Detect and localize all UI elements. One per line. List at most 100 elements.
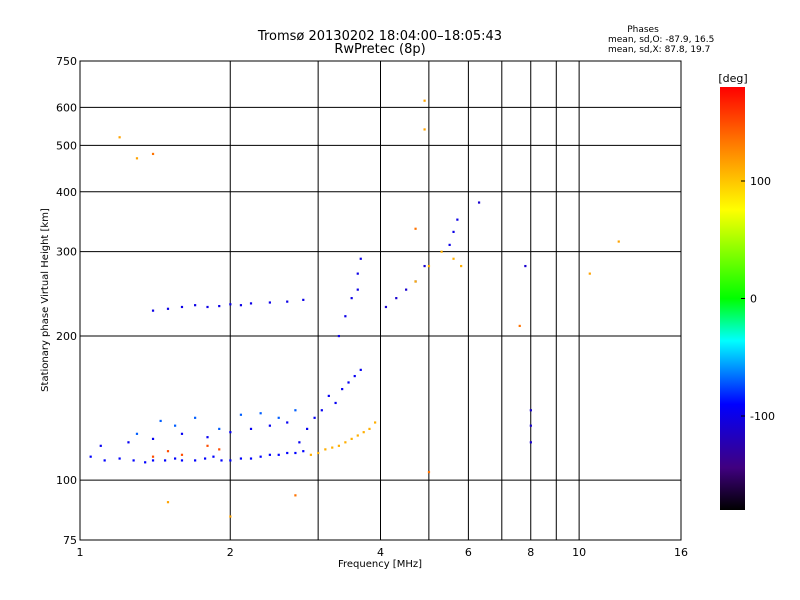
point-9-4 [460,264,463,268]
x-axis-ticks: 1 2 4 6 8 10 16 [77,546,689,559]
point-7-1 [344,315,347,318]
point-0-9 [194,459,197,462]
point-4-8 [249,302,253,305]
colorbar-ticks: 100 0 -100 [741,175,775,423]
point-12-2 [166,501,170,504]
point-9-3 [452,257,455,260]
point-5-1 [306,427,309,431]
colorbar-tick-label-2: -100 [750,410,775,423]
point-8-4 [423,264,426,268]
point-7-4 [356,272,359,275]
point-13-1 [427,470,431,474]
point-4-0 [151,309,155,312]
point-4-9 [268,301,271,304]
point-0-7 [173,457,177,460]
point-0-12 [220,459,223,462]
stats-heading: Phases [627,25,659,35]
point-8-0 [384,305,388,309]
point-1-0 [99,444,102,447]
colorbar-label: [deg] [718,72,747,85]
point-3-2 [173,424,177,427]
point-2-1 [166,450,170,453]
point-8-2 [405,288,408,291]
point-6-5 [344,441,347,444]
point-13-2 [151,152,155,156]
point-1-5 [229,431,232,434]
colorbar-tick-label-0: 100 [750,175,771,188]
point-3-3 [194,416,197,419]
colorbar-gradient [720,87,745,510]
point-3-8 [294,409,297,412]
y-tick-label-5: 500 [56,139,77,152]
point-13-0 [414,227,417,230]
point-5-0 [298,441,301,444]
point-4-7 [239,304,243,307]
y-tick-label-0: 75 [63,534,77,547]
point-11-3 [529,424,532,427]
point-0-19 [286,451,289,455]
point-4-4 [206,305,209,309]
point-6-4 [337,444,341,447]
point-6-9 [368,427,371,431]
chart-grid [79,60,682,541]
point-0-11 [212,455,215,458]
point-2-4 [218,448,221,451]
point-0-20 [294,451,297,455]
point-5-7 [347,381,350,384]
point-3-6 [259,412,262,415]
point-0-5 [151,459,155,462]
point-13-3 [294,494,297,497]
point-2-2 [180,453,184,456]
point-11-1 [524,264,527,268]
point-12-6 [588,272,591,275]
point-6-6 [350,437,353,440]
point-1-4 [206,436,209,439]
stats-annotation: Phases mean, sd,O: -87.9, 16.5 mean, sd,… [608,25,714,55]
point-3-4 [218,427,221,431]
x-tick-label-5: 10 [572,546,586,559]
x-tick-label-2: 4 [377,546,384,559]
point-1-6 [249,427,253,431]
y-axis-label: Stationary phase Virtual Height [km] [40,208,51,392]
point-6-2 [324,448,327,451]
point-1-7 [268,424,271,427]
point-11-2 [529,409,532,412]
point-1-8 [286,421,289,424]
point-4-6 [229,303,232,306]
point-4-3 [194,304,197,307]
x-tick-label-1: 2 [227,546,234,559]
point-0-13 [229,459,232,462]
point-12-5 [423,128,426,131]
colorbar-tick-label-1: 0 [750,293,757,306]
point-4-5 [218,304,221,308]
point-0-8 [180,459,184,462]
y-tick-label-3: 300 [56,246,77,259]
point-1-1 [127,441,130,444]
point-9-0 [414,280,417,283]
point-13-4 [518,324,521,328]
point-10-0 [448,243,451,246]
point-3-1 [159,419,162,423]
y-tick-label-1: 100 [56,474,77,487]
point-0-18 [277,453,280,456]
y-tick-label-4: 400 [56,186,77,199]
point-5-4 [327,394,330,398]
point-2-0 [151,455,155,458]
y-tick-label-6: 600 [56,101,77,114]
point-6-10 [374,421,377,424]
x-tick-label-0: 1 [77,546,84,559]
point-2-3 [206,444,209,447]
point-0-4 [144,461,147,464]
point-6-3 [331,446,334,449]
y-tick-label-2: 200 [56,330,77,343]
point-12-7 [617,240,620,243]
point-12-1 [135,157,139,160]
point-11-4 [529,441,532,444]
point-0-21 [302,450,305,453]
stats-line-x: mean, sd,X: 87.8, 19.7 [608,45,710,55]
point-6-1 [317,451,320,455]
data-points [89,99,620,518]
point-11-0 [477,201,481,204]
chart-subtitle: RwPretec (8p) [334,42,425,57]
